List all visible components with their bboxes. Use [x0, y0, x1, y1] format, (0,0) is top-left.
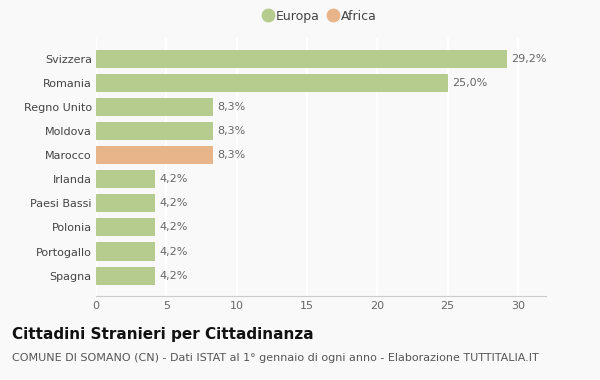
- Bar: [96, 74, 448, 92]
- Text: 8,3%: 8,3%: [217, 126, 245, 136]
- Text: 4,2%: 4,2%: [159, 247, 188, 256]
- Text: Cittadini Stranieri per Cittadinanza: Cittadini Stranieri per Cittadinanza: [12, 327, 314, 342]
- Bar: [96, 170, 155, 188]
- Text: 4,2%: 4,2%: [159, 222, 188, 233]
- Bar: [96, 98, 213, 116]
- Text: 4,2%: 4,2%: [159, 198, 188, 208]
- Bar: [96, 218, 155, 236]
- Text: 25,0%: 25,0%: [452, 78, 487, 88]
- Bar: [96, 267, 155, 285]
- Bar: [96, 194, 155, 212]
- Bar: [96, 50, 506, 68]
- Bar: [96, 146, 213, 164]
- Text: 4,2%: 4,2%: [159, 271, 188, 280]
- Text: 4,2%: 4,2%: [159, 174, 188, 184]
- Text: 29,2%: 29,2%: [511, 54, 547, 64]
- Text: 8,3%: 8,3%: [217, 102, 245, 112]
- Text: 8,3%: 8,3%: [217, 150, 245, 160]
- Legend: Europa, Africa: Europa, Africa: [261, 6, 381, 27]
- Bar: [96, 122, 213, 140]
- Text: COMUNE DI SOMANO (CN) - Dati ISTAT al 1° gennaio di ogni anno - Elaborazione TUT: COMUNE DI SOMANO (CN) - Dati ISTAT al 1°…: [12, 353, 539, 363]
- Bar: [96, 242, 155, 261]
